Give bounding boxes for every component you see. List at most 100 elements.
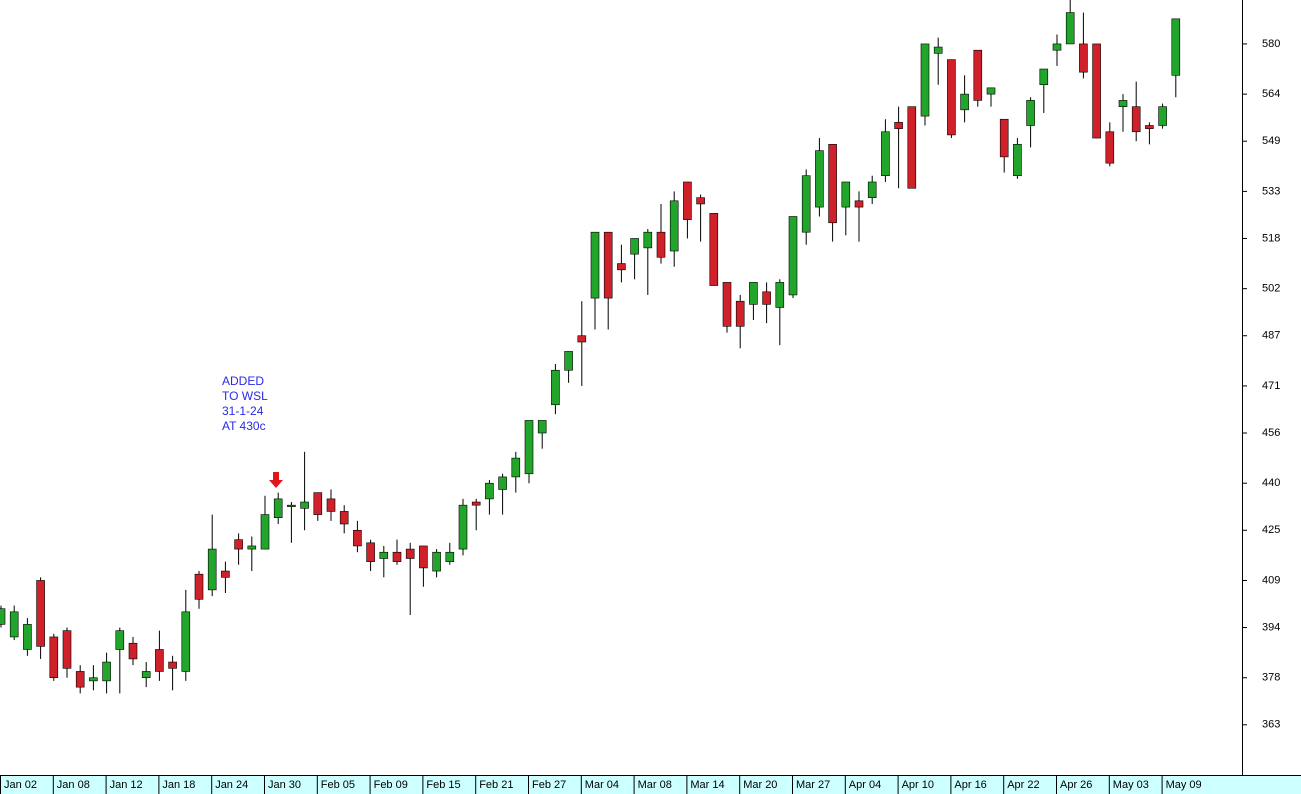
candle-body <box>1026 100 1035 126</box>
candle-body <box>696 197 705 205</box>
candle-body <box>155 649 164 672</box>
x-tick-label: Feb 21 <box>479 779 513 791</box>
x-tick-label: Apr 26 <box>1060 779 1092 791</box>
candle-body <box>0 608 6 625</box>
y-tick-label: 440 <box>1262 477 1280 489</box>
x-tick-label: Jan 24 <box>215 779 248 791</box>
candle-body <box>445 551 455 562</box>
candle-body <box>366 542 375 562</box>
candle-body <box>23 624 32 650</box>
x-tick-label: May 03 <box>1113 779 1149 791</box>
candle-body <box>801 175 811 233</box>
candle-body <box>1039 68 1049 86</box>
candle-body <box>194 573 204 600</box>
candle-body <box>273 498 283 519</box>
candle-body <box>881 131 890 177</box>
candle-body <box>630 238 639 255</box>
x-tick-label: Mar 20 <box>743 779 777 791</box>
candle-body <box>498 476 507 490</box>
candle-body <box>1013 144 1022 177</box>
annotation: TO WSL <box>222 389 268 403</box>
candle-body <box>405 548 415 559</box>
candle-body <box>564 351 573 371</box>
candle-body <box>300 501 309 509</box>
annotation: AT 430c <box>222 419 266 433</box>
y-tick-label: 518 <box>1262 232 1280 244</box>
candle-body <box>907 106 917 189</box>
candle-body <box>181 611 191 672</box>
candle-body <box>986 87 996 95</box>
y-tick-label: 580 <box>1262 38 1280 50</box>
candle-body <box>511 457 521 478</box>
x-tick-label: May 09 <box>1166 779 1202 791</box>
candle-body <box>537 420 547 434</box>
candle-body <box>287 504 296 507</box>
candle-body <box>1118 100 1128 107</box>
candle-body <box>379 551 389 559</box>
candle-body <box>894 122 903 129</box>
candle-body <box>432 551 441 572</box>
candle-body <box>669 200 679 252</box>
candle-body <box>1092 43 1101 139</box>
y-tick-label: 564 <box>1262 88 1280 100</box>
candle-body <box>973 49 983 101</box>
x-tick-label: Jan 18 <box>162 779 195 791</box>
candle-body <box>1145 125 1154 129</box>
candle-body <box>999 118 1009 158</box>
candle-body <box>326 498 336 512</box>
x-tick-label: Mar 04 <box>585 779 619 791</box>
candle-body <box>458 504 468 550</box>
x-tick-label: Feb 05 <box>321 779 355 791</box>
x-tick-label: Apr 10 <box>902 779 934 791</box>
candle-body <box>709 213 719 286</box>
candle-body <box>815 150 824 208</box>
candle-body <box>128 642 138 660</box>
candle-body <box>1171 18 1181 76</box>
candle-body <box>788 216 798 296</box>
candle-body <box>1079 43 1088 73</box>
arrow <box>269 472 283 488</box>
y-tick-label: 363 <box>1262 719 1280 731</box>
candle-body <box>62 630 72 669</box>
candle-body <box>920 43 930 117</box>
candle-body <box>234 539 243 550</box>
annotation: 31-1-24 <box>222 404 264 418</box>
x-tick-label: Apr 04 <box>849 779 881 791</box>
candle-body <box>683 181 692 220</box>
candle-body <box>643 231 653 249</box>
candle-body <box>485 482 494 500</box>
y-tick-label: 502 <box>1262 283 1280 295</box>
x-tick-label: Apr 16 <box>954 779 986 791</box>
candle-body <box>551 369 560 406</box>
x-tick-label: Feb 27 <box>532 779 566 791</box>
candle-body <box>735 300 745 327</box>
candle-body <box>749 282 758 305</box>
candle-body <box>867 181 877 198</box>
y-tick-label: 394 <box>1262 621 1280 633</box>
y-tick-label: 456 <box>1262 427 1280 439</box>
y-tick-label: 487 <box>1262 330 1280 342</box>
candle-body <box>471 501 481 506</box>
candle-body <box>141 671 151 679</box>
candle-body <box>313 492 323 515</box>
x-tick-label: Mar 27 <box>796 779 830 791</box>
candle-body <box>933 46 943 54</box>
candle-body <box>115 630 125 650</box>
date-bar <box>0 775 1301 794</box>
x-tick-label: Mar 08 <box>638 779 672 791</box>
x-tick-label: Jan 12 <box>110 779 143 791</box>
candle-body <box>841 181 851 208</box>
candle-body <box>617 263 626 271</box>
candle-body <box>762 291 771 305</box>
candle-body <box>603 231 613 299</box>
x-tick-label: Feb 09 <box>374 779 408 791</box>
candle-body <box>9 611 19 638</box>
candle-body <box>339 511 349 525</box>
candle-body <box>722 282 732 327</box>
x-tick-label: Jan 08 <box>57 779 90 791</box>
x-tick-label: Apr 22 <box>1007 779 1039 791</box>
candle-body <box>36 580 45 647</box>
y-tick-label: 425 <box>1262 524 1280 536</box>
candle-body <box>392 551 402 562</box>
candle-body <box>947 59 956 136</box>
